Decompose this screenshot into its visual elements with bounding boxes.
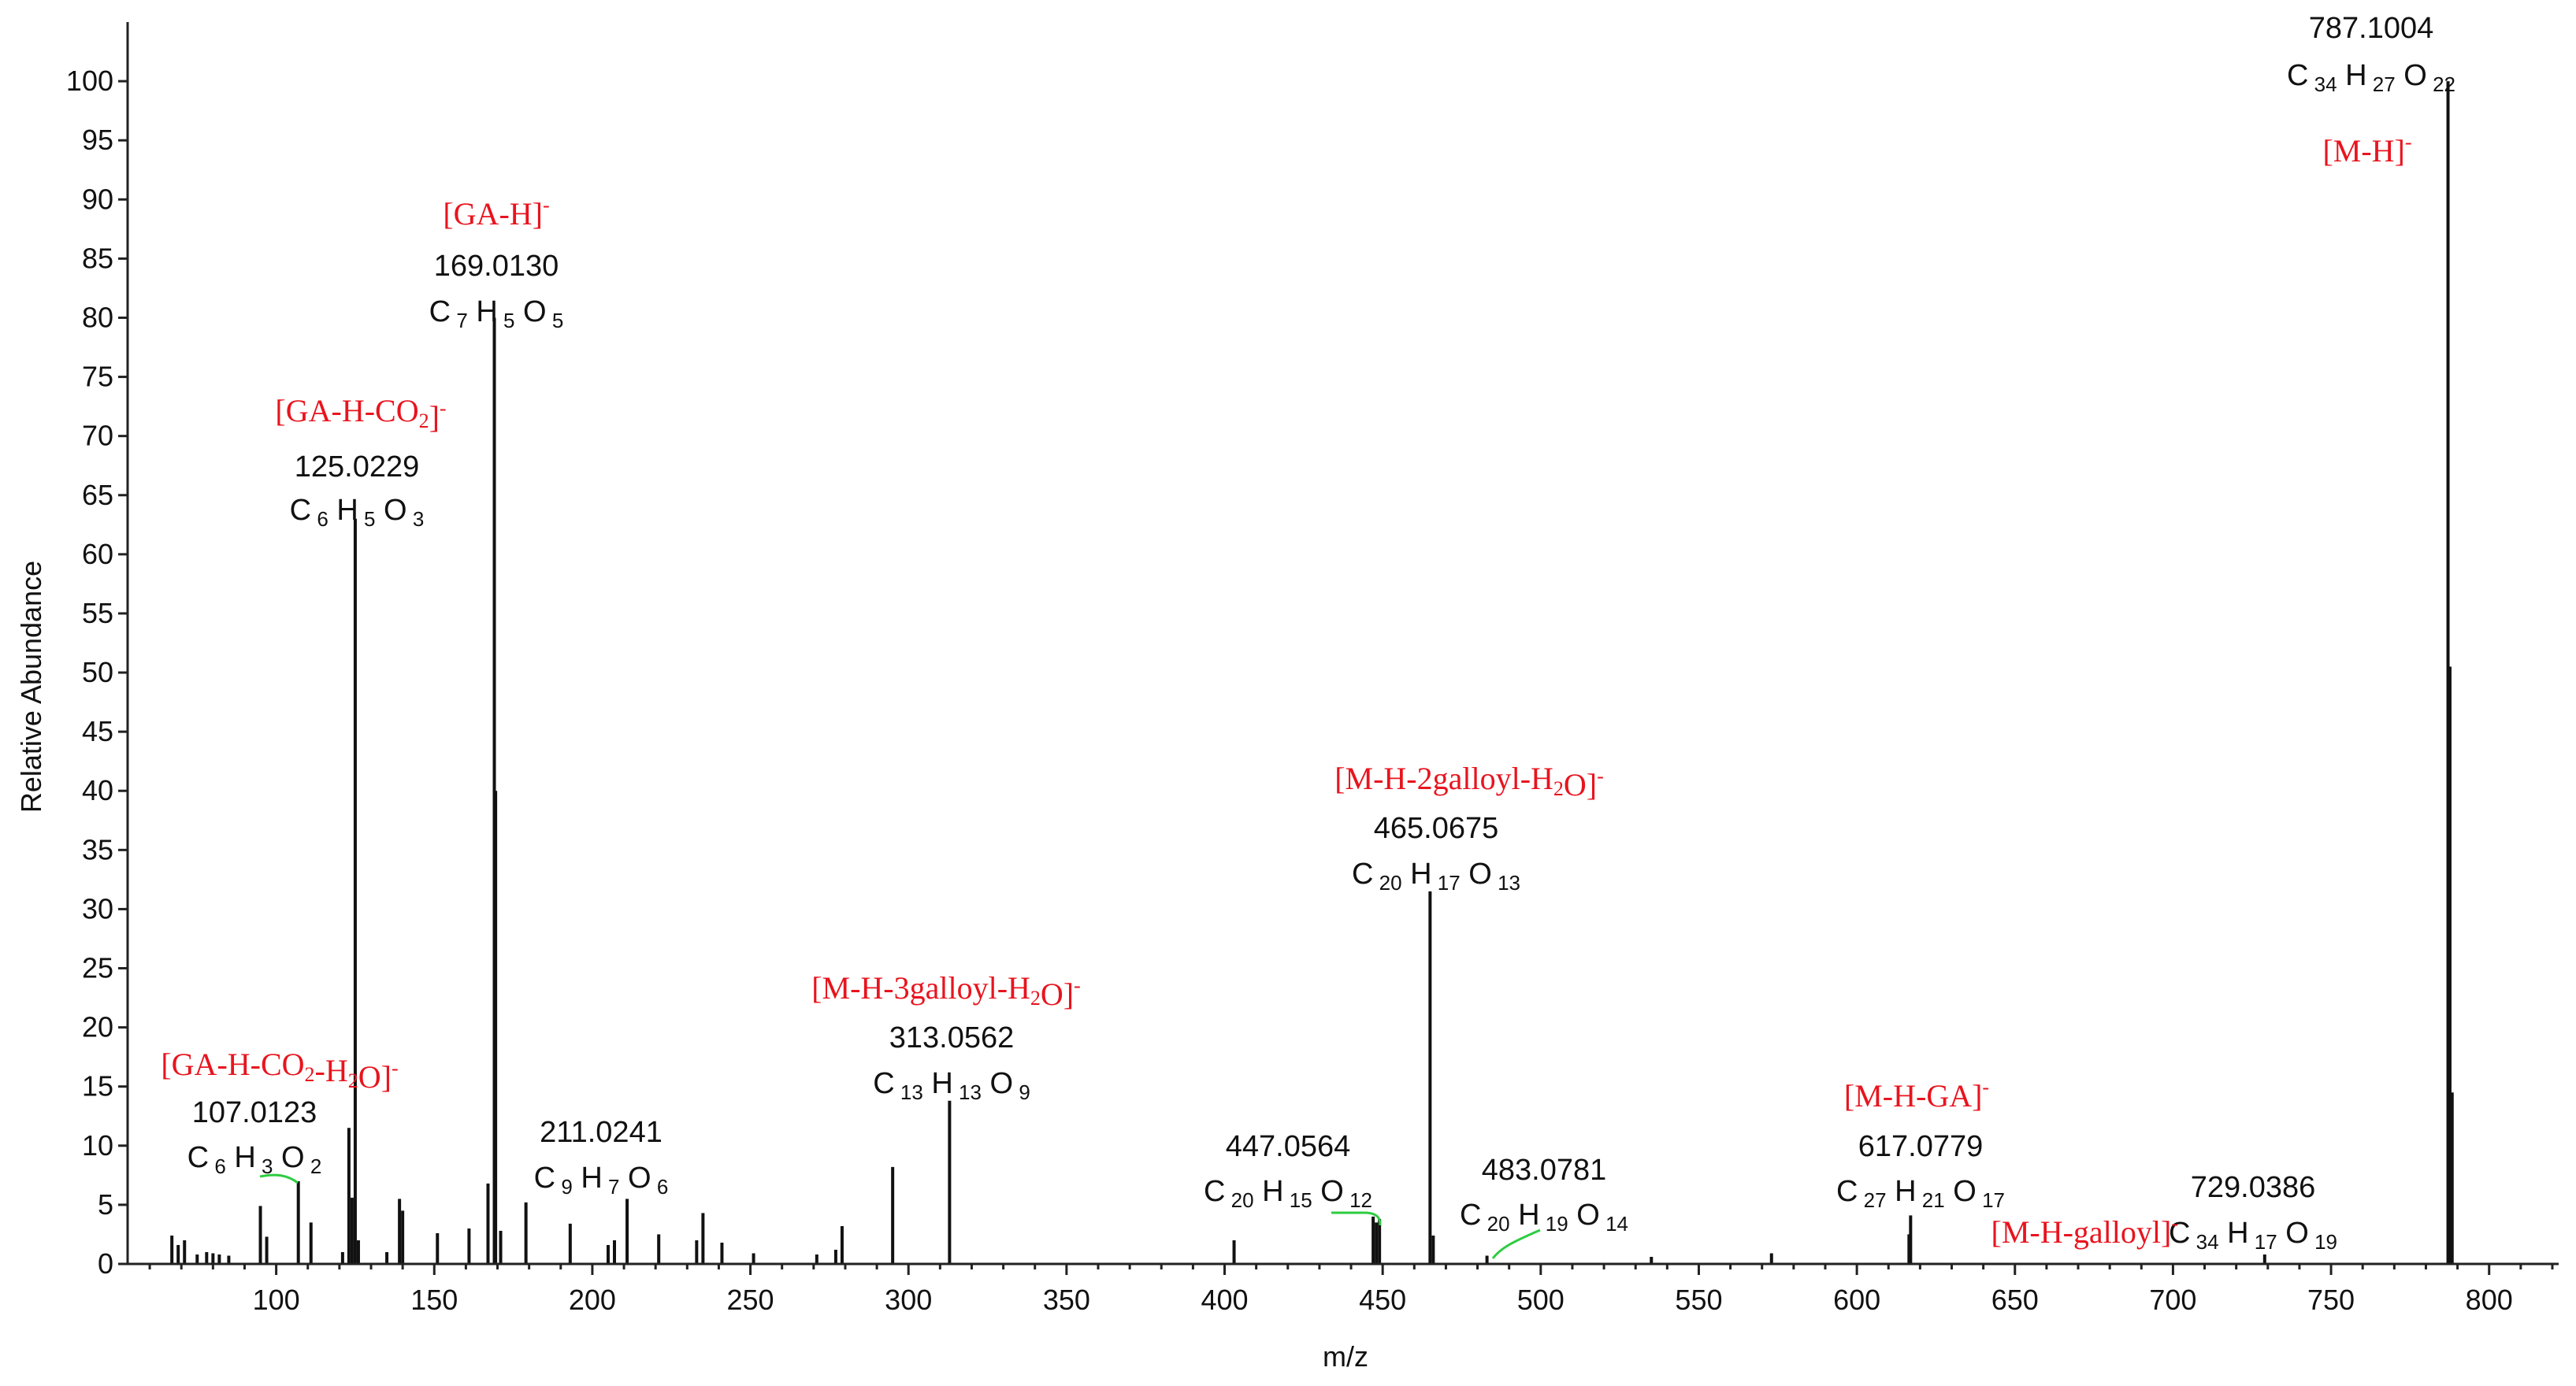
- peaks-layer: [170, 81, 2454, 1264]
- y-tick-label-20: 20: [82, 1011, 113, 1043]
- mz-label-a211: 211.0241: [540, 1116, 663, 1149]
- leader-lines-layer: [259, 1173, 1541, 1259]
- mz-label-a787: 787.1004: [2309, 12, 2434, 45]
- y-tick-label-70: 70: [82, 420, 113, 452]
- x-tick-label-450: 450: [1359, 1284, 1406, 1316]
- ion-label-a617: [M-H-GA]-: [1844, 1076, 1989, 1114]
- x-tick-label-800: 800: [2466, 1284, 2513, 1316]
- x-tick-label-700: 700: [2149, 1284, 2196, 1316]
- x-tick-label-350: 350: [1043, 1284, 1090, 1316]
- mz-label-a169: 169.0130: [434, 250, 559, 283]
- mz-label-a447: 447.0564: [1226, 1130, 1351, 1163]
- formula-label-a125: C 6 H 5 O 3: [290, 494, 425, 531]
- y-tick-label-40: 40: [82, 774, 113, 806]
- axes-layer: [126, 22, 2559, 1266]
- y-tick-label-60: 60: [82, 538, 113, 570]
- annotation-a211: 211.0241 C 9 H 7 O 6: [534, 1116, 669, 1199]
- mz-label-a617: 617.0779: [1858, 1130, 1984, 1163]
- y-tick-label-95: 95: [82, 124, 113, 156]
- y-tick-label-25: 25: [82, 952, 113, 984]
- ion-label-a169: [GA-H]-: [443, 194, 549, 232]
- formula-label-a107: C 6 H 3 O 2: [187, 1141, 322, 1178]
- y-tick-label-45: 45: [82, 715, 113, 747]
- annotations-layer: 787.1004 C 34 H 27 O 22 [M-H]- 169.0130 C 7 …: [161, 12, 2455, 1254]
- mz-label-a107: 107.0123: [192, 1096, 317, 1129]
- x-tick-label-400: 400: [1201, 1284, 1248, 1316]
- x-tick-label-100: 100: [253, 1284, 300, 1316]
- formula-label-a211: C 9 H 7 O 6: [534, 1162, 669, 1199]
- x-tick-label-300: 300: [885, 1284, 932, 1316]
- y-tick-label-5: 5: [98, 1188, 113, 1221]
- ion-label-a787: [M-H]-: [2322, 131, 2411, 169]
- annotation-a313: 313.0562 C 13 H 13 O 9 [M-H-3galloyl-H2O]-: [811, 970, 1081, 1104]
- annotation-a125: 125.0229 C 6 H 5 O 3 [GA-H-CO2]-: [275, 393, 446, 531]
- y-tick-label-30: 30: [82, 892, 113, 925]
- y-tick-label-35: 35: [82, 833, 113, 865]
- mz-label-a125: 125.0229: [295, 450, 420, 484]
- leader-107: [259, 1173, 299, 1184]
- x-tick-label-250: 250: [727, 1284, 774, 1316]
- annotation-a729: 729.0386 C 34 H 17 O 19[M-H-galloyl]-: [1991, 1171, 2338, 1254]
- x-axis-title: m/z: [1323, 1340, 1368, 1373]
- y-tick-label-0: 0: [98, 1247, 113, 1280]
- y-tick-label-85: 85: [82, 242, 113, 274]
- leader-447: [1331, 1211, 1382, 1226]
- ion-label-a465: [M-H-2galloyl-H2O]-: [1334, 761, 1604, 802]
- x-tick-label-500: 500: [1517, 1284, 1565, 1316]
- annotation-a787: 787.1004 C 34 H 27 O 22 [M-H]-: [2287, 12, 2455, 169]
- annotation-a465: 465.0675 C 20 H 17 O 13 [M-H-2galloyl-H2O]…: [1334, 761, 1604, 895]
- ion-label-a313: [M-H-3galloyl-H2O]-: [811, 970, 1081, 1012]
- y-tick-label-80: 80: [82, 301, 113, 333]
- y-tick-label-50: 50: [82, 656, 113, 688]
- annotation-a107: 107.0123 C 6 H 3 O 2 [GA-H-CO2-H2O]-: [161, 1047, 398, 1178]
- mz-label-a465: 465.0675: [1374, 812, 1499, 845]
- formula-label-a465: C 20 H 17 O 13: [1352, 858, 1520, 895]
- x-tick-label-550: 550: [1675, 1284, 1722, 1316]
- y-ticks-layer: 0 5 10 15 20 25 30 35 40 45 50 55 60 65 70 75 80 85 90 95 10…: [66, 65, 128, 1280]
- x-tick-label-200: 200: [569, 1284, 616, 1316]
- mz-label-a483: 483.0781: [1482, 1154, 1607, 1187]
- annotation-a483: 483.0781 C 20 H 19 O 14: [1460, 1154, 1628, 1236]
- formula-label-a447: C 20 H 15 O 12: [1204, 1175, 1372, 1212]
- x-tick-label-600: 600: [1833, 1284, 1880, 1316]
- formula-label-a169: C 7 H 5 O 5: [429, 295, 564, 332]
- y-tick-label-75: 75: [82, 361, 113, 393]
- annotation-a169: 169.0130 C 7 H 5 O 5 [GA-H]-: [429, 194, 564, 332]
- y-tick-label-10: 10: [82, 1129, 113, 1162]
- y-tick-label-90: 90: [82, 183, 113, 215]
- y-tick-label-100: 100: [66, 65, 113, 97]
- y-tick-label-65: 65: [82, 479, 113, 511]
- x-tick-label-750: 750: [2307, 1284, 2355, 1316]
- formula-label-a787: C 34 H 27 O 22: [2287, 59, 2455, 96]
- leader-483: [1491, 1228, 1541, 1259]
- formula-label-a729: C 34 H 17 O 19: [2169, 1217, 2337, 1254]
- ion-label-a729: [M-H-galloyl]-: [1991, 1212, 2179, 1250]
- x-tick-label-150: 150: [410, 1284, 458, 1316]
- y-tick-label-15: 15: [82, 1070, 113, 1102]
- y-axis-title: Relative Abundance: [15, 561, 47, 813]
- x-ticks-layer: 100 150 200 250 300 350 400 450 500 550 600 650 700 7…: [148, 1264, 2554, 1316]
- mz-label-a729: 729.0386: [2191, 1171, 2316, 1204]
- formula-label-a617: C 27 H 21 O 17: [1836, 1175, 2005, 1212]
- formula-label-a313: C 13 H 13 O 9: [873, 1067, 1030, 1104]
- ion-label-a107: [GA-H-CO2-H2O]-: [161, 1047, 398, 1095]
- formula-label-a483: C 20 H 19 O 14: [1460, 1199, 1628, 1236]
- ion-label-a125: [GA-H-CO2]-: [275, 393, 446, 435]
- annotation-a617: 617.0779 C 27 H 21 O 17 [M-H-GA]-: [1836, 1076, 2005, 1212]
- y-tick-label-55: 55: [82, 597, 113, 629]
- x-tick-label-650: 650: [1991, 1284, 2039, 1316]
- mz-label-a313: 313.0562: [889, 1021, 1015, 1054]
- annotation-a447: 447.0564 C 20 H 15 O 12: [1204, 1130, 1372, 1212]
